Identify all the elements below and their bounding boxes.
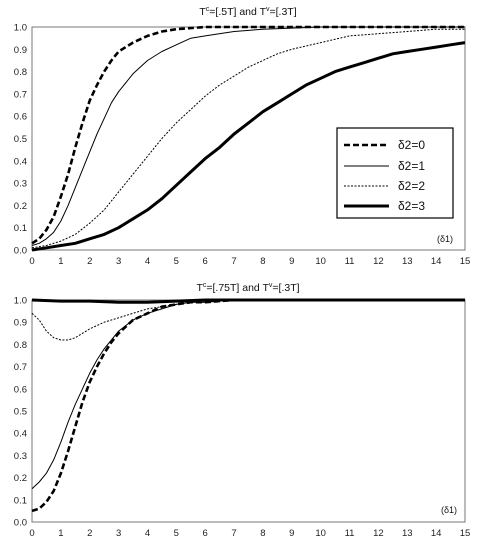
legend-label-delta2-1: δ2=1	[398, 159, 425, 173]
series-delta2-2-line	[31, 299, 465, 341]
legend-box	[336, 127, 454, 219]
y-tick-label: 0.7	[14, 362, 27, 373]
y-tick-label: 0.0	[14, 518, 27, 529]
x-tick-label: 4	[145, 256, 150, 267]
x-tick-label: 12	[373, 256, 384, 267]
chart-panel-top: Tc=[.5T] and Tv=[.3T] (δ1) 0.00.10.20.30…	[14, 6, 471, 267]
chart-title: Tc=[.5T] and Tv=[.3T]	[199, 6, 296, 18]
x-tick-label: 2	[87, 528, 92, 539]
y-tick-label: 0.5	[14, 407, 27, 418]
series-delta2-1-line	[31, 26, 465, 246]
y-tick-label: 0.6	[14, 384, 27, 395]
x-axis-tag: (δ1)	[437, 234, 453, 244]
x-tick-label: 15	[460, 528, 471, 539]
x-tick-label: 4	[145, 528, 150, 539]
x-tick-labels: 0 1 2 3 4 5 6 7 8 9 10 11 12 13 14 15	[29, 528, 470, 539]
x-tick-label: 6	[203, 528, 208, 539]
x-tick-labels: 0 1 2 3 4 5 6 7 8 9 10 11 12 13 14 15	[29, 256, 470, 267]
plot-frame	[31, 299, 466, 523]
x-tick-label: 1	[58, 528, 63, 539]
legend-label-delta2-2: δ2=2	[398, 179, 425, 193]
x-tick-label: 0	[29, 256, 34, 267]
x-tick-label: 8	[260, 256, 265, 267]
x-tick-label: 5	[174, 528, 179, 539]
y-tick-label: 0.4	[14, 156, 27, 167]
x-tick-label: 7	[231, 528, 236, 539]
y-tick-label: 0.3	[14, 179, 27, 190]
series-delta2-1-line	[31, 299, 465, 490]
y-tick-label: 0.1	[14, 223, 27, 234]
y-tick-label: 0.8	[14, 67, 27, 78]
x-tick-label: 12	[373, 528, 384, 539]
x-tick-label: 14	[431, 256, 442, 267]
x-tick-label: 3	[116, 256, 121, 267]
y-tick-label: 0.2	[14, 473, 27, 484]
y-tick-label: 1.0	[14, 296, 27, 307]
y-tick-labels: 0.0 0.1 0.2 0.3 0.4 0.5 0.6 0.7 0.8 0.9 1.0	[14, 296, 27, 529]
x-tick-label: 11	[345, 528, 355, 539]
x-tick-label: 9	[289, 528, 294, 539]
x-tick-label: 13	[402, 256, 413, 267]
x-tick-label: 10	[315, 256, 326, 267]
x-tick-label: 10	[315, 528, 326, 539]
x-tick-label: 5	[174, 256, 179, 267]
x-tick-label: 14	[431, 528, 442, 539]
y-tick-label: 0.8	[14, 340, 27, 351]
x-tick-label: 9	[289, 256, 294, 267]
y-tick-label: 0.0	[14, 246, 27, 257]
series-lines	[31, 298, 465, 513]
series-delta2-3-line	[31, 41, 466, 252]
y-tick-label: 0.5	[14, 134, 27, 145]
x-tick-label: 0	[29, 528, 34, 539]
y-tick-label: 0.2	[14, 201, 27, 212]
legend-label-delta2-0: δ2=0	[398, 138, 425, 152]
plot-frame	[31, 26, 466, 251]
x-axis-tag: (δ1)	[441, 505, 457, 515]
x-tick-label: 8	[260, 528, 265, 539]
y-tick-label: 0.9	[14, 45, 27, 56]
series-delta2-3-line	[31, 298, 465, 304]
y-tick-label: 0.1	[14, 495, 27, 506]
x-tick-label: 13	[402, 528, 413, 539]
chart-panel-bottom: Tc=[.75T] and Tv=[.3T] (δ1) 0.0 0.1 0.2 0.3…	[14, 282, 471, 539]
x-tick-label: 7	[231, 256, 236, 267]
y-tick-labels: 0.0 0.1 0.2 0.3 0.4 0.5 0.6 0.7 0.8 0.9 1.0	[14, 23, 27, 257]
x-tick-label: 15	[460, 256, 471, 267]
x-tick-label: 11	[345, 256, 355, 267]
y-tick-label: 1.0	[14, 23, 27, 34]
series-delta2-0-line	[31, 298, 465, 513]
y-tick-label: 0.3	[14, 451, 27, 462]
y-tick-label: 0.7	[14, 89, 27, 100]
y-tick-label: 0.9	[14, 318, 27, 329]
chart-title: Tc=[.75T] and Tv=[.3T]	[196, 282, 299, 294]
x-tick-label: 6	[203, 256, 208, 267]
series-lines	[31, 25, 466, 252]
legend-label-delta2-3: δ2=3	[398, 199, 425, 213]
y-tick-label: 0.6	[14, 112, 27, 123]
series-delta2-2-line	[31, 28, 465, 249]
y-tick-label: 0.4	[14, 429, 27, 440]
x-tick-label: 1	[58, 256, 63, 267]
x-tick-label: 2	[87, 256, 92, 267]
x-tick-label: 3	[116, 528, 121, 539]
legend: δ2=0 δ2=1 δ2=2 δ2=3	[336, 127, 454, 219]
